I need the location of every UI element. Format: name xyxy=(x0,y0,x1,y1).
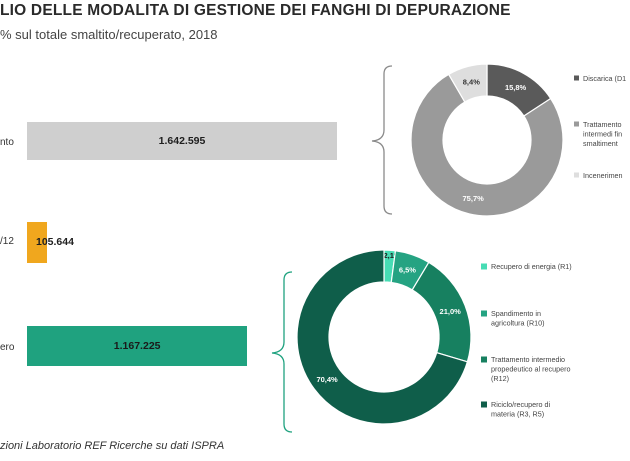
bar-category-label: ero xyxy=(0,342,15,353)
slice-value-label: 70,4% xyxy=(316,375,338,384)
donut-slice xyxy=(410,73,564,217)
donut-recupero: 2,1% 6,5% 21,0% 70,4% xyxy=(296,249,472,425)
slice-value-label: 8,4% xyxy=(463,78,480,87)
legend-swatch xyxy=(574,121,579,127)
legend-swatch xyxy=(574,75,579,81)
bar-smaltimento: 1.642.595 xyxy=(27,122,337,160)
legend-label: Trattamento xyxy=(583,120,621,129)
legend-swatch xyxy=(574,172,579,178)
bar-recupero: 1.167.225 xyxy=(27,326,248,366)
bar-category-label: nto xyxy=(0,137,14,148)
slice-value-label: 2,1% xyxy=(383,251,400,260)
legend-label: materia (R3, R5) xyxy=(491,410,544,419)
bar-value-label: 105.644 xyxy=(36,236,74,248)
legend-label: smaltiment xyxy=(583,139,618,148)
legend-swatch xyxy=(481,263,487,270)
legend-label: Incenerimen xyxy=(583,171,623,180)
legend-label: Spandimento in xyxy=(491,309,541,318)
legend-label: propedeutico al recupero xyxy=(491,365,571,374)
legend-swatch xyxy=(481,401,487,408)
slice-value-label: 75,7% xyxy=(463,194,485,203)
legend-recupero: Recupero di energia (R1) Spandimento inag… xyxy=(481,262,572,419)
bar-category-label: /12 xyxy=(0,236,14,247)
slice-value-label: 15,8% xyxy=(505,83,527,92)
legend-swatch xyxy=(481,310,487,317)
source-note: zioni Laboratorio REF Ricerche su dati I… xyxy=(0,440,225,452)
bar-r12 xyxy=(27,222,47,263)
donut-smaltimento: 15,8% 75,7% 8,4% xyxy=(410,63,564,217)
bar-value-label: 1.642.595 xyxy=(158,135,206,147)
top-brace xyxy=(371,65,393,215)
donut-slice xyxy=(296,249,469,425)
bar-value-label: 1.167.225 xyxy=(113,340,161,352)
legend-label: Riciclo/recupero di xyxy=(491,400,551,409)
chart-title: LIO DELLE MODALITA DI GESTIONE DEI FANGH… xyxy=(0,2,511,19)
chart-subtitle: % sul totale smaltito/recuperato, 2018 xyxy=(0,27,218,42)
legend-label: (R12) xyxy=(491,374,509,383)
legend-label: intermedi fin xyxy=(583,130,622,139)
legend-label: Recupero di energia (R1) xyxy=(491,262,572,271)
legend-label: Discarica (D1 xyxy=(583,74,626,83)
slice-value-label: 21,0% xyxy=(440,307,462,316)
legend-swatch xyxy=(481,356,487,363)
donut-slice xyxy=(447,63,488,103)
bottom-brace xyxy=(271,271,293,433)
slice-value-label: 6,5% xyxy=(399,265,416,274)
legend-label: Trattamento intermedio xyxy=(491,355,565,364)
legend-label: agricoltura (R10) xyxy=(491,319,545,328)
